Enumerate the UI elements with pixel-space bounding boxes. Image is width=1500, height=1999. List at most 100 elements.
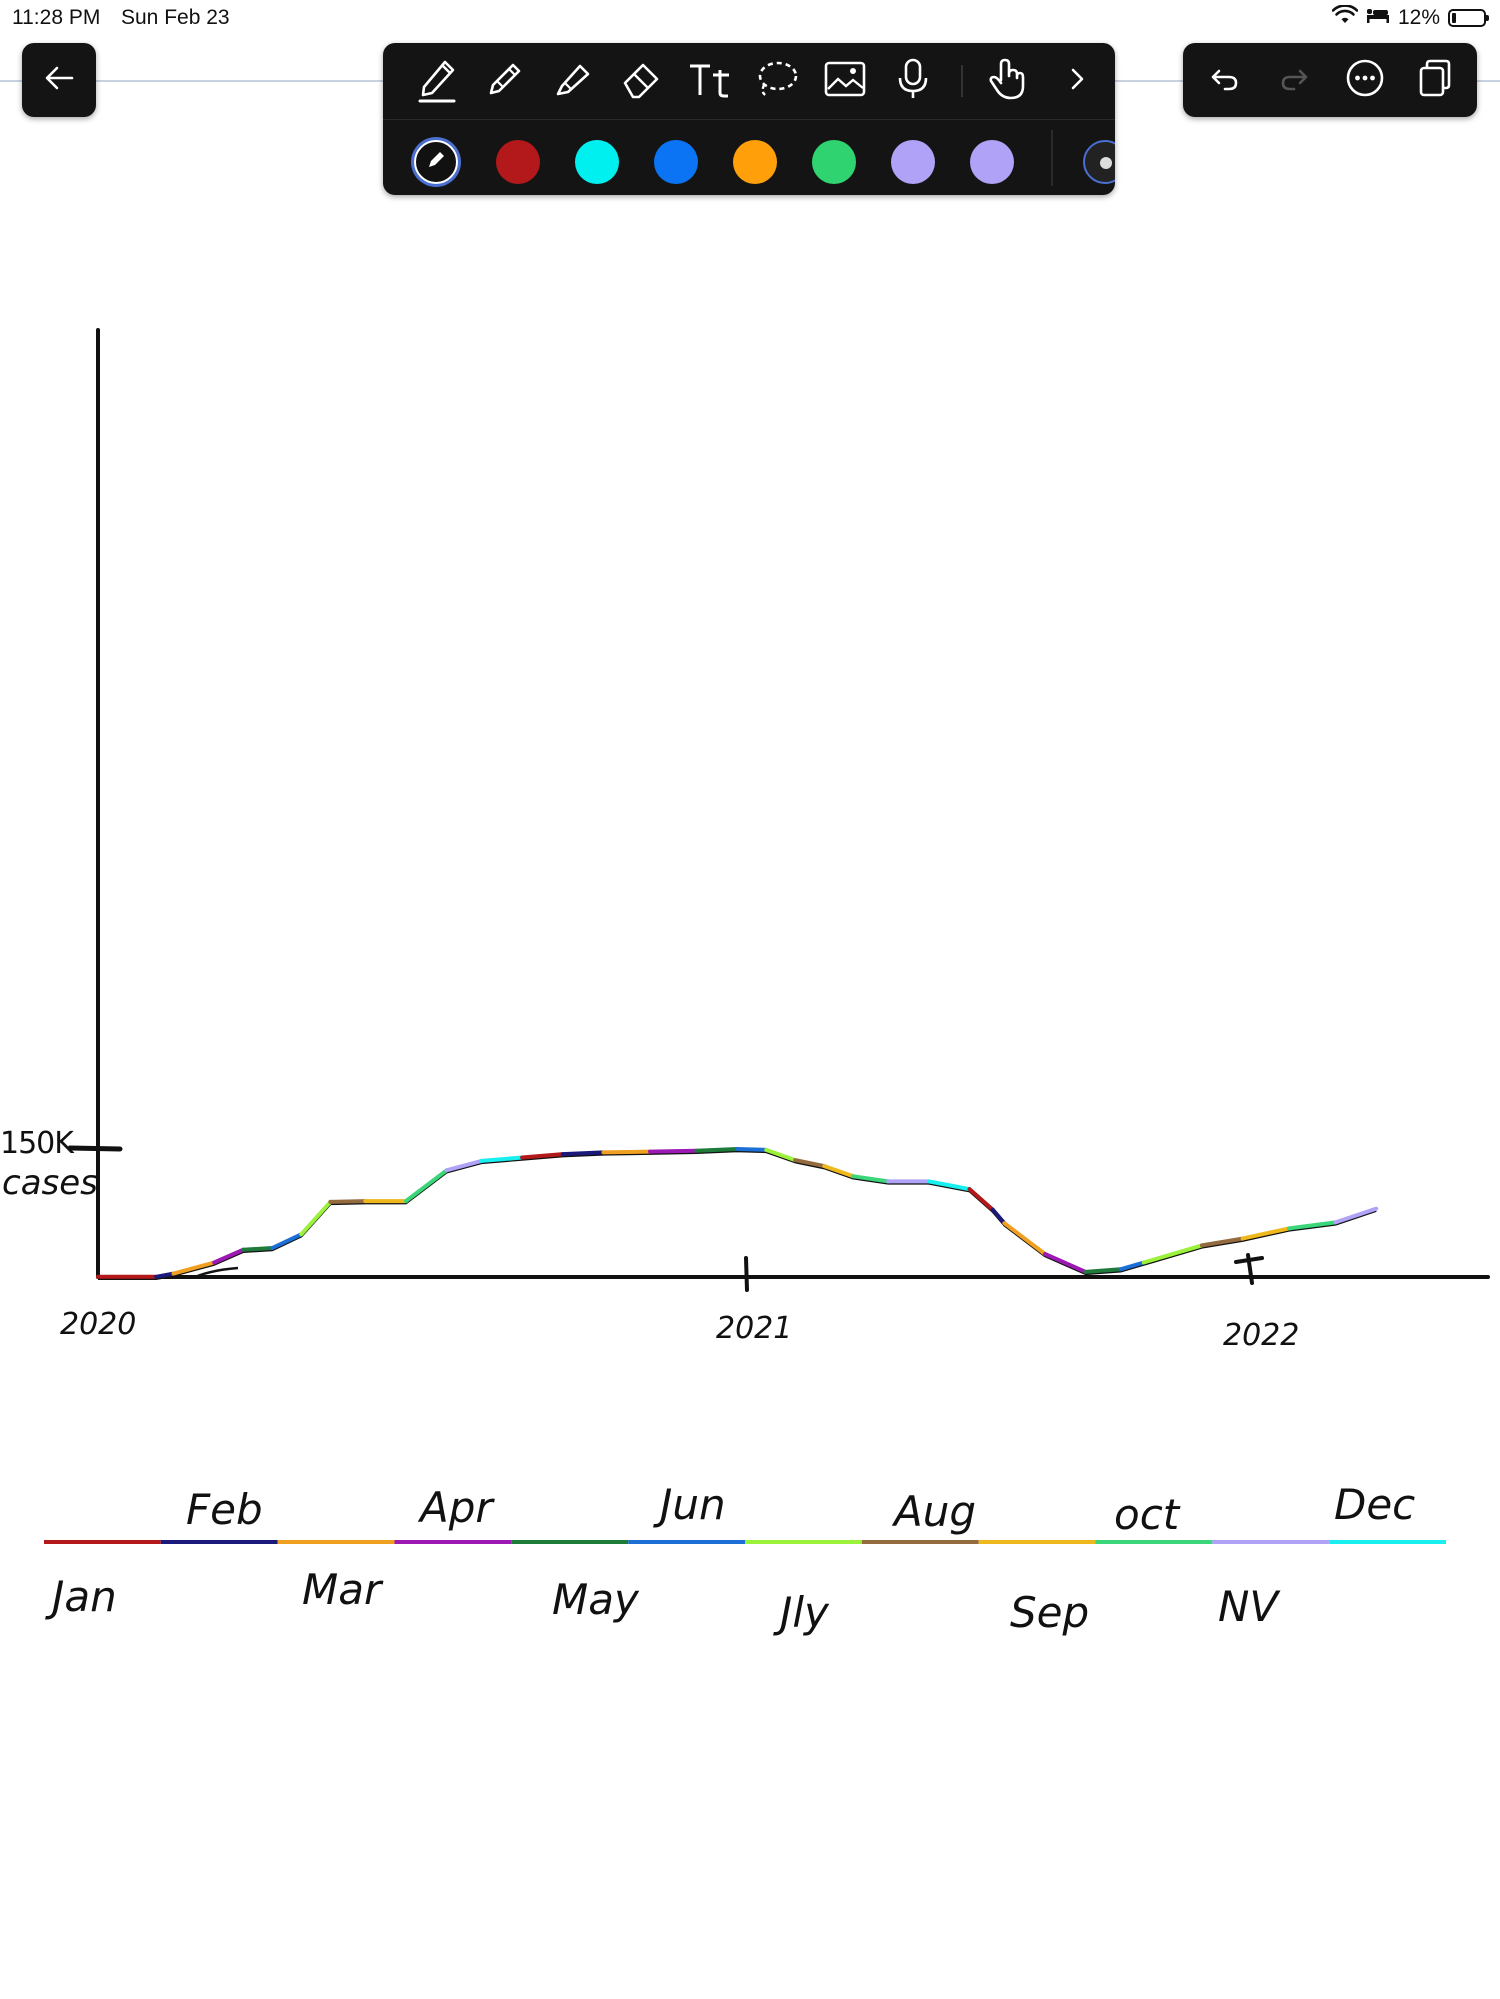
line-segment xyxy=(822,1164,856,1179)
more-tools-button[interactable] xyxy=(1053,57,1101,105)
highlighter-button[interactable] xyxy=(549,57,597,105)
wifi-icon xyxy=(1331,4,1359,31)
arrow-left-icon xyxy=(42,61,76,100)
pages-button[interactable] xyxy=(1411,56,1459,104)
cases-line xyxy=(96,1147,1379,1281)
legend-label-apr: Apr xyxy=(420,1483,493,1532)
hand-pointer-icon xyxy=(986,56,1028,107)
pencil-button[interactable] xyxy=(481,57,529,105)
line-segment xyxy=(735,1147,769,1152)
chart-axes xyxy=(67,328,1490,1292)
legend-label-jly: Jly xyxy=(780,1588,829,1637)
color-swatch-lavender[interactable] xyxy=(891,140,935,184)
eraser-button[interactable] xyxy=(617,57,665,105)
color-swatch-red[interactable] xyxy=(496,140,540,184)
x-tick-2021 xyxy=(744,1256,749,1292)
line-underlay xyxy=(98,1149,1377,1281)
color-picker-button[interactable] xyxy=(1083,140,1115,184)
line-segment xyxy=(1141,1243,1204,1265)
line-segment xyxy=(270,1232,304,1250)
line-segment xyxy=(851,1174,891,1184)
status-bar: 11:28 PM Sun Feb 23 12% xyxy=(0,0,1500,36)
chevron-right-icon xyxy=(1065,64,1089,99)
line-segment xyxy=(403,1168,449,1204)
line-segment xyxy=(520,1152,565,1160)
palette-divider xyxy=(1051,130,1053,186)
tool-row xyxy=(383,43,1115,119)
line-segment xyxy=(601,1149,652,1155)
status-time: 11:28 PM xyxy=(12,6,101,29)
battery-percentage: 12% xyxy=(1397,6,1440,29)
line-segment xyxy=(444,1158,484,1173)
lasso-button[interactable] xyxy=(753,57,801,105)
line-segment xyxy=(793,1158,827,1169)
line-segment xyxy=(1240,1226,1291,1241)
text-tool-button[interactable] xyxy=(685,57,733,105)
line-segment xyxy=(1199,1236,1245,1248)
status-date: Sun Feb 23 xyxy=(121,6,230,29)
line-segment xyxy=(1118,1260,1146,1272)
pen-edit-icon xyxy=(424,148,448,177)
color-swatch-green[interactable] xyxy=(812,140,856,184)
toolbar-divider xyxy=(961,65,963,97)
redo-button[interactable] xyxy=(1271,56,1319,104)
undo-button[interactable] xyxy=(1200,56,1248,104)
line-segment xyxy=(648,1148,699,1154)
back-button[interactable] xyxy=(22,43,96,117)
legend-label-aug: Aug xyxy=(894,1487,977,1536)
microphone-button[interactable] xyxy=(889,57,937,105)
x-label-2021: 2021 xyxy=(716,1311,793,1346)
color-swatch-cyan[interactable] xyxy=(575,140,619,184)
line-segment xyxy=(1083,1267,1123,1274)
color-swatch-blue[interactable] xyxy=(654,140,698,184)
line-segment xyxy=(1287,1220,1338,1231)
legend-label-jun: Jun xyxy=(660,1480,726,1529)
color-swatch-black[interactable] xyxy=(414,140,458,184)
lasso-icon xyxy=(754,58,800,105)
legend-label-sep: Sep xyxy=(1010,1588,1090,1637)
text-tool-icon xyxy=(686,59,732,104)
legend-label-may: May xyxy=(552,1575,639,1624)
y-tick-150k xyxy=(67,1145,123,1152)
drawing-toolbar xyxy=(383,43,1115,195)
legend-label-mar: Mar xyxy=(302,1565,382,1614)
line-segment xyxy=(299,1199,333,1237)
pages-icon xyxy=(1415,57,1455,104)
color-swatch-orange[interactable] xyxy=(733,140,777,184)
image-icon xyxy=(823,59,867,104)
y-axis-label-cases: cases xyxy=(2,1163,98,1203)
line-segment xyxy=(328,1199,368,1204)
page-guide-line xyxy=(1115,80,1183,82)
line-segment xyxy=(1333,1206,1379,1225)
legend-label-oct: oct xyxy=(1114,1490,1180,1539)
x-label-2022: 2022 xyxy=(1223,1318,1300,1353)
line-segment xyxy=(560,1150,606,1157)
document-toolbar xyxy=(1183,43,1477,117)
more-icon xyxy=(1344,57,1386,104)
touch-mode-button[interactable] xyxy=(983,57,1031,105)
legend-label-nv: NV xyxy=(1218,1582,1279,1631)
x-tick-2022 xyxy=(1234,1253,1264,1285)
line-segment xyxy=(1002,1221,1047,1256)
redo-icon xyxy=(1278,63,1312,98)
stray-stroke xyxy=(194,1266,239,1279)
color-swatch-lavender-2[interactable] xyxy=(970,140,1014,184)
image-button[interactable] xyxy=(821,57,869,105)
highlighter-icon xyxy=(552,58,594,105)
pen-tool-button[interactable] xyxy=(413,57,461,105)
line-segment xyxy=(212,1247,246,1265)
x-label-2020: 2020 xyxy=(60,1307,137,1342)
line-segment xyxy=(990,1207,1007,1226)
line-segment xyxy=(1043,1252,1088,1274)
color-palette xyxy=(383,119,1115,196)
microphone-icon xyxy=(895,57,931,106)
line-segment xyxy=(926,1179,972,1192)
more-button[interactable] xyxy=(1341,56,1389,104)
line-segment xyxy=(694,1147,740,1153)
page-guide-line xyxy=(1477,80,1500,82)
y-axis-label-150k: 150K xyxy=(0,1126,74,1161)
battery-icon xyxy=(1448,9,1489,27)
line-segment xyxy=(479,1155,525,1163)
line-segment xyxy=(154,1271,176,1279)
